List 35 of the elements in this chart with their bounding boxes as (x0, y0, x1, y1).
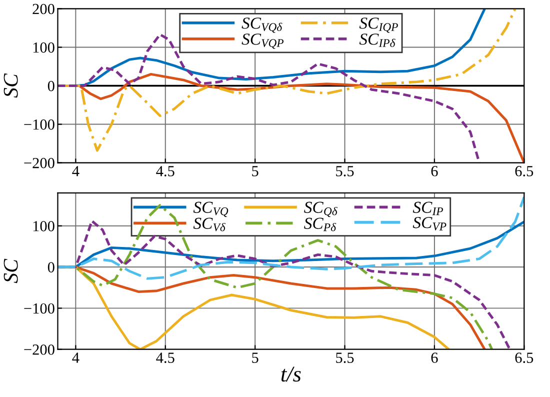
x-tick-label: 6 (431, 352, 438, 363)
x-tick-label: 4.5 (156, 352, 174, 363)
legend-label: SC$_{VQP}$ (242, 34, 284, 49)
x-tick-label: 4 (72, 166, 80, 176)
legend-label: SC$_{VP}$ (412, 216, 446, 230)
y-tick-label: −200 (24, 158, 54, 168)
y-axis-title: SC (4, 73, 18, 98)
x-tick-label: 4 (72, 352, 80, 363)
x-axis-title: t/s (281, 366, 301, 382)
legend-label: SC$_{VQδ}$ (242, 18, 282, 33)
legend-label: SC$_{Vδ}$ (193, 218, 226, 232)
x-tick-label: 6 (431, 166, 438, 176)
y-tick-label: −200 (24, 344, 54, 355)
legend-label: SC$_{Qδ}$ (304, 202, 338, 217)
y-tick-label: −100 (24, 303, 54, 314)
y-tick-label: 0 (48, 262, 54, 272)
x-tick-label: 5.5 (336, 166, 354, 176)
y-tick-label: 100 (33, 221, 54, 232)
line-series (58, 196, 524, 280)
legend-label: SC$_{VQ}$ (193, 202, 228, 217)
legend-label: SC$_{Pδ}$ (304, 218, 336, 232)
x-tick-label: 5.5 (336, 352, 354, 363)
x-tick-label: 4.5 (156, 166, 174, 176)
y-tick-label: −100 (24, 119, 54, 130)
y-axis-title: SC (4, 258, 18, 284)
y-tick-label: 0 (48, 80, 54, 92)
y-tick-label: 100 (33, 42, 54, 53)
x-tick-label: 6.5 (515, 166, 534, 176)
y-tick-label: 200 (32, 4, 54, 14)
x-tick-label: 6.5 (515, 352, 534, 363)
legend-label: SC$_{IQP}$ (359, 18, 398, 33)
legend-label: SC$_{IP}$ (412, 202, 443, 216)
x-tick-label: 5 (252, 352, 258, 363)
legend-label: SC$_{IPδ}$ (359, 34, 396, 48)
x-tick-label: 5 (252, 166, 258, 176)
